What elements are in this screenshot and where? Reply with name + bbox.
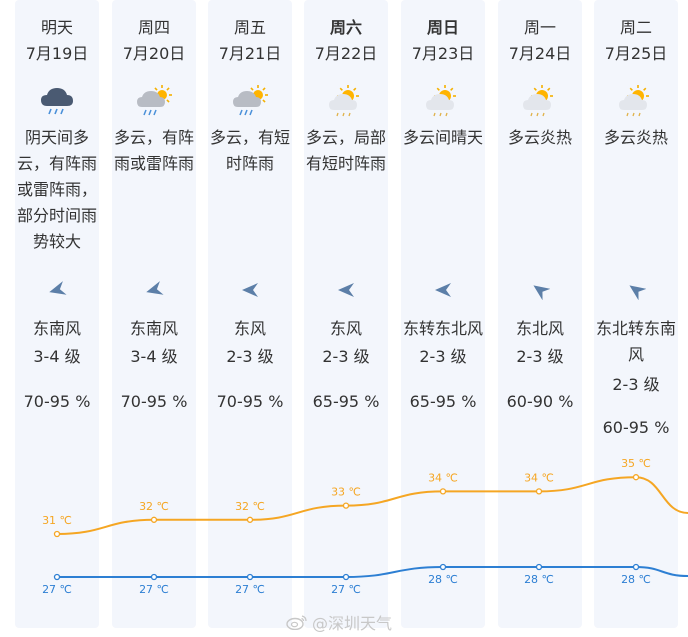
forecast-day-column: 明天 7月19日 阴天间多云，有阵雨或雷阵雨，部分时间雨势较大 东南风 3-4 …	[15, 0, 99, 628]
sun-cloud-icon	[329, 85, 359, 117]
humidity-range: 65-95 %	[409, 392, 477, 411]
wind-level: 2-3 级	[226, 347, 274, 366]
day-name: 周一	[523, 18, 556, 37]
sun-cloud-icon	[619, 85, 649, 117]
wind-arrow-icon	[240, 280, 260, 300]
wind-arrow-icon	[144, 280, 164, 300]
forecast-day-column: 周日 7月23日 多云间晴天 东转东北风 2-3 级 65-95 %	[401, 0, 485, 628]
wind-direction: 东北转东南风	[595, 319, 676, 364]
watermark-text: @深圳天气	[312, 614, 393, 633]
weather-description: 多云，局部有短时阵雨	[305, 128, 386, 173]
wind-level: 2-3 级	[419, 347, 467, 366]
forecast-day-column: 周五 7月21日 多云，有短时阵雨 东风 2-3 级 70-95 %	[208, 0, 292, 628]
day-name: 周日	[426, 18, 459, 37]
humidity-range: 70-95 %	[120, 392, 188, 411]
wind-level: 3-4 级	[33, 347, 81, 366]
wind-direction: 东北风	[515, 319, 564, 338]
humidity-range: 60-90 %	[506, 392, 574, 411]
day-date: 7月24日	[508, 44, 572, 63]
wind-level: 2-3 级	[612, 375, 660, 394]
weather-description: 多云炎热	[603, 128, 668, 147]
wind-direction: 东转东北风	[402, 319, 483, 338]
forecast-day-column: 周四 7月20日 多云，有阵雨或雷阵雨 东南风 3-4 级 70-95 %	[112, 0, 196, 628]
forecast-day-column: 周二 7月25日 多云炎热 东北转东南风 2-3 级 60-95 %	[594, 0, 678, 628]
wind-arrow-icon	[336, 280, 356, 300]
day-name: 明天	[40, 18, 73, 37]
weibo-logo-icon	[286, 615, 307, 630]
sun-cloud-icon	[523, 85, 553, 117]
sun-cloud-icon	[426, 85, 456, 117]
day-name: 周六	[329, 18, 362, 37]
thunderstorm-rain-icon	[41, 88, 73, 115]
forecast-day-column: 周一 7月24日 多云炎热 东北风 2-3 级 60-90 %	[498, 0, 582, 628]
wind-direction: 东风	[329, 319, 362, 338]
watermark: @深圳天气	[286, 610, 392, 634]
wind-direction: 东南风	[32, 319, 81, 338]
day-name: 周五	[233, 18, 266, 37]
humidity-range: 65-95 %	[312, 392, 380, 411]
cloudy-rain-sun-icon	[137, 85, 172, 116]
day-name: 周二	[619, 18, 652, 37]
wind-level: 3-4 级	[130, 347, 178, 366]
wind-arrow-icon	[433, 280, 453, 300]
day-date: 7月22日	[314, 44, 378, 63]
humidity-range: 70-95 %	[23, 392, 91, 411]
humidity-range: 60-95 %	[602, 418, 670, 437]
weather-description: 多云，有阵雨或雷阵雨	[113, 128, 194, 173]
day-date: 7月19日	[25, 44, 89, 63]
day-date: 7月20日	[122, 44, 186, 63]
weather-description: 多云间晴天	[402, 128, 483, 147]
humidity-range: 70-95 %	[216, 392, 284, 411]
wind-direction: 东南风	[129, 319, 178, 338]
weather-description: 多云，有短时阵雨	[209, 128, 290, 173]
forecast-day-column: 周六 7月22日 多云，局部有短时阵雨 东风 2-3 级 65-95 %	[304, 0, 388, 628]
day-name: 周四	[137, 18, 170, 37]
day-date: 7月25日	[604, 44, 668, 63]
wind-arrow-icon	[530, 280, 551, 301]
day-date: 7月21日	[218, 44, 282, 63]
cloudy-rain-sun-icon	[233, 85, 268, 116]
wind-direction: 东风	[233, 319, 266, 338]
wind-arrow-icon	[47, 280, 67, 300]
weather-description: 阴天间多云，有阵雨或雷阵雨，部分时间雨势较大	[16, 128, 97, 251]
day-date: 7月23日	[411, 44, 475, 63]
weather-description: 多云炎热	[507, 128, 572, 147]
wind-level: 2-3 级	[516, 347, 564, 366]
wind-level: 2-3 级	[322, 347, 370, 366]
wind-arrow-icon	[626, 280, 647, 301]
